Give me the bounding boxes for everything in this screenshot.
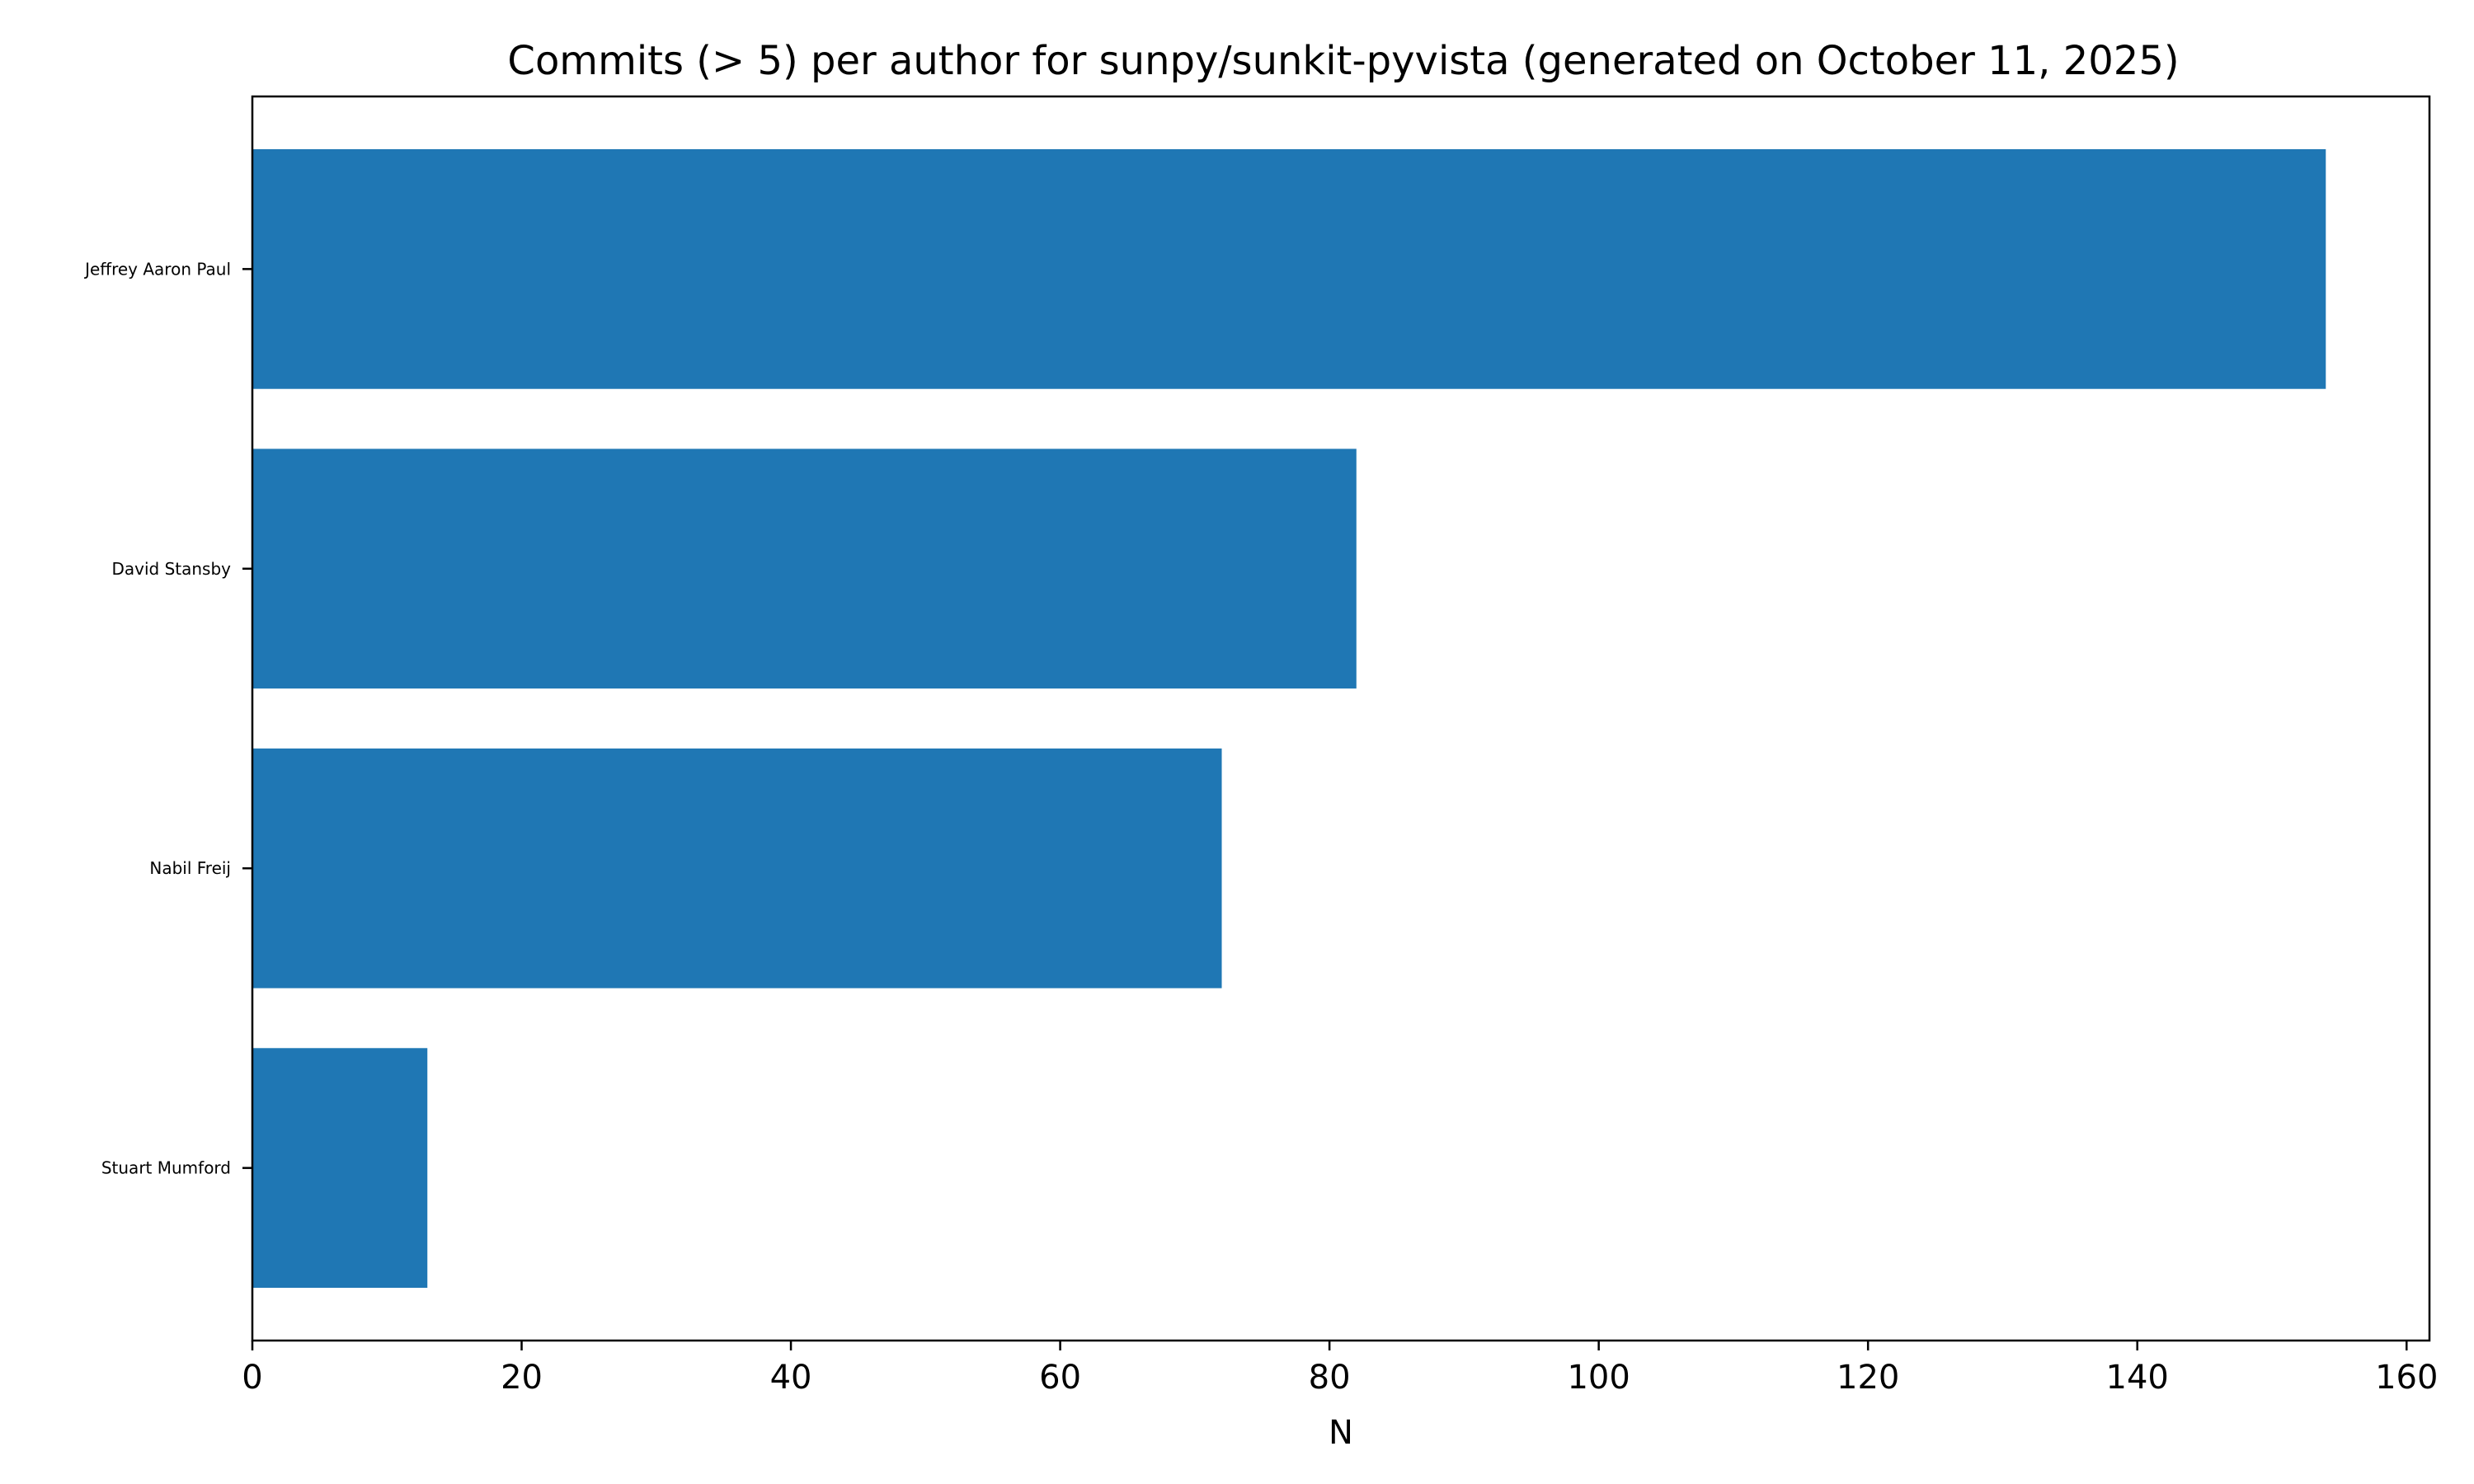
x-tick-label: 60 (1039, 1359, 1081, 1397)
x-tick-label: 140 (2106, 1359, 2169, 1397)
x-tick-label: 40 (770, 1359, 812, 1397)
bars-group (252, 148, 2326, 1289)
x-axis-label: N (1329, 1414, 1353, 1452)
y-tick-label: David Stansby (111, 559, 231, 579)
x-axis: 0 20 40 60 80 100 120 140 160 (242, 1341, 2438, 1397)
bar-stuart-mumford (252, 1048, 428, 1289)
x-tick-label: 80 (1309, 1359, 1351, 1397)
bar-nabil-freij (252, 748, 1222, 989)
x-tick-label: 20 (501, 1359, 543, 1397)
y-axis: Jeffrey Aaron Paul David Stansby Nabil Fre… (83, 259, 252, 1178)
bar-david-stansby (252, 448, 1357, 689)
x-tick-label: 0 (242, 1359, 262, 1397)
chart-title: Commits (> 5) per author for sunpy/sunki… (507, 38, 2179, 84)
x-tick-label: 120 (1837, 1359, 1899, 1397)
x-tick-label: 100 (1567, 1359, 1630, 1397)
bar-jeffrey-aaron-paul (252, 148, 2326, 389)
y-tick-label: Jeffrey Aaron Paul (83, 259, 231, 279)
y-tick-label: Nabil Freij (149, 858, 231, 878)
y-tick-label: Stuart Mumford (101, 1158, 231, 1178)
plot-frame (251, 95, 2431, 1342)
x-tick-label: 160 (2375, 1359, 2438, 1397)
